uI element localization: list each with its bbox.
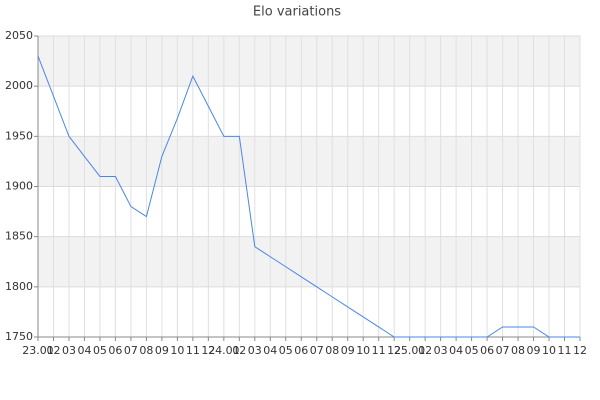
x-tick-label: 05 (93, 344, 107, 357)
x-tick-label: 12 (573, 344, 587, 357)
x-tick-label: 03 (248, 344, 262, 357)
grid-band (38, 86, 580, 137)
x-tick-label: 12 (387, 344, 401, 357)
x-tick-label: 05 (465, 344, 479, 357)
x-tick-label: 09 (341, 344, 355, 357)
x-tick-label: 10 (170, 344, 184, 357)
grid-band (38, 236, 580, 287)
x-tick-label: 09 (527, 344, 541, 357)
y-tick-label: 1750 (5, 330, 33, 343)
chart-title: Elo variations (253, 5, 341, 20)
x-tick-label: 08 (325, 344, 339, 357)
x-tick-label: 04 (449, 344, 463, 357)
x-tick-label: 03 (434, 344, 448, 357)
x-tick-label: 06 (294, 344, 308, 357)
x-tick-label: 02 (232, 344, 246, 357)
x-tick-label: 02 (418, 344, 432, 357)
x-tick-label: 09 (155, 344, 169, 357)
y-tick-label: 1850 (5, 230, 33, 243)
x-tick-label: 05 (279, 344, 293, 357)
grid-band (38, 36, 580, 87)
x-tick-label: 08 (139, 344, 153, 357)
x-tick-label: 11 (558, 344, 572, 357)
y-tick-label: 1950 (5, 129, 33, 142)
x-tick-label: 02 (46, 344, 60, 357)
x-tick-label: 07 (310, 344, 324, 357)
grid-band (38, 136, 580, 187)
x-tick-label: 06 (480, 344, 494, 357)
y-tick-label: 2050 (5, 29, 33, 42)
x-tick-label: 07 (496, 344, 510, 357)
x-tick-label: 07 (124, 344, 138, 357)
y-tick-label: 2000 (5, 79, 33, 92)
x-tick-label: 04 (77, 344, 91, 357)
x-tick-label: 23.01 (22, 344, 54, 357)
x-tick-label: 04 (263, 344, 277, 357)
x-tick-label: 08 (511, 344, 525, 357)
x-tick-label: 03 (62, 344, 76, 357)
x-tick-label: 12 (201, 344, 215, 357)
y-tick-label: 1900 (5, 180, 33, 193)
x-tick-label: 06 (108, 344, 122, 357)
x-tick-label: 11 (186, 344, 200, 357)
data-line (37, 55, 580, 338)
x-tick-label: 11 (372, 344, 386, 357)
x-tick-label: 10 (356, 344, 370, 357)
y-tick-label: 1800 (5, 280, 33, 293)
x-tick-label: 25.01 (394, 344, 426, 357)
grid-band (38, 186, 580, 237)
x-tick-label: 24.01 (208, 344, 240, 357)
x-tick-label: 10 (542, 344, 556, 357)
grid-band (38, 286, 580, 337)
